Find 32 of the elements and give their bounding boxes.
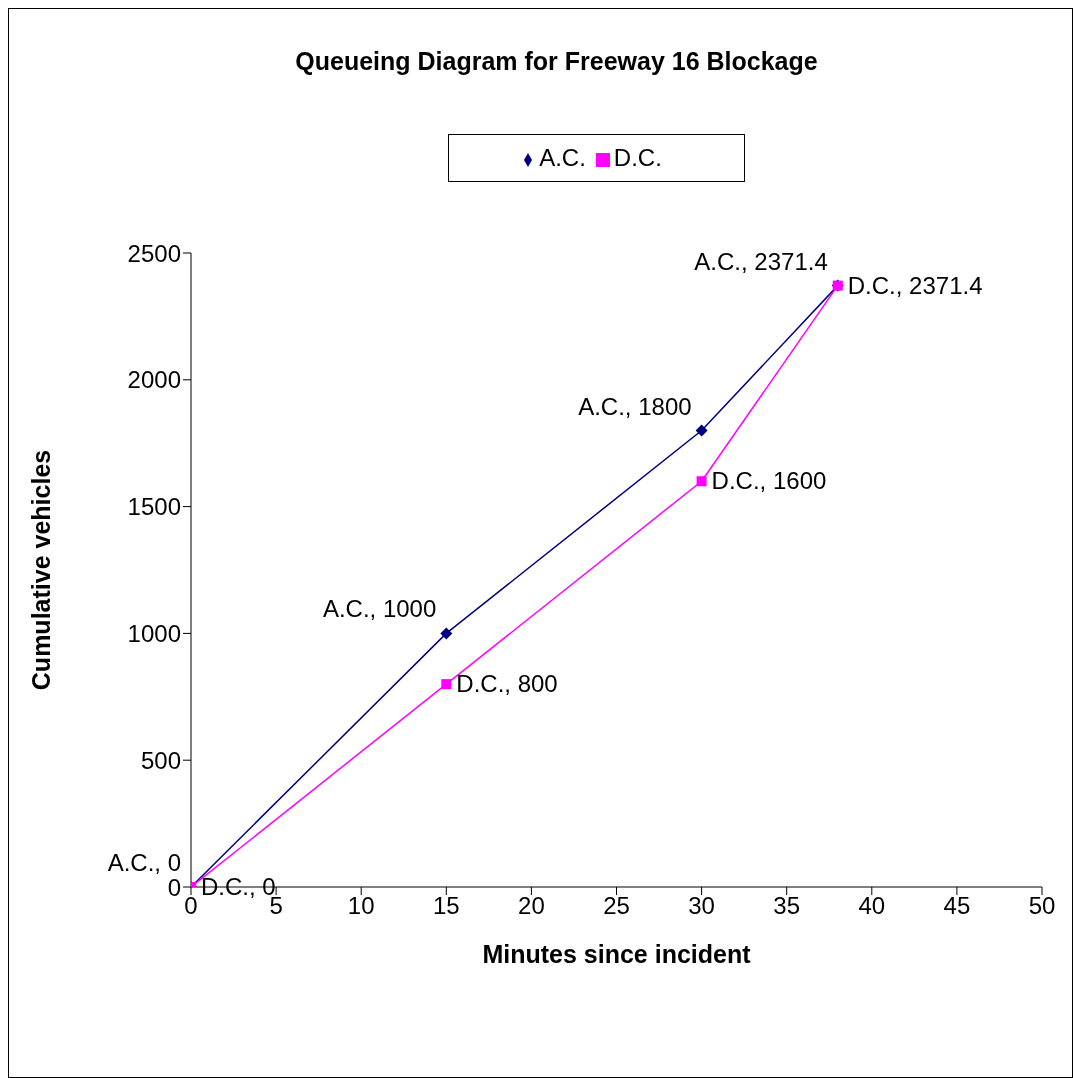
y-tick-label: 2500: [127, 239, 181, 267]
x-tick-label: 45: [943, 892, 971, 920]
x-tick-label: 25: [603, 892, 630, 920]
y-tick-label: 2000: [127, 366, 181, 394]
data-label: A.C., 0: [107, 849, 181, 876]
legend-label: A.C.: [539, 144, 586, 171]
data-label: D.C., 800: [456, 670, 558, 698]
x-tick-label: 35: [773, 892, 801, 920]
point: [696, 476, 707, 487]
data-label: A.C., 1800: [578, 392, 692, 420]
y-tick-label: 500: [140, 746, 181, 774]
point: [441, 679, 452, 690]
legend-label: D.C.: [613, 144, 662, 171]
x-tick-label: 20: [518, 892, 545, 920]
x-axis-title: Minutes since incident: [482, 940, 752, 968]
x-tick-label: 40: [858, 892, 886, 920]
x-tick-label: 15: [432, 892, 460, 920]
x-tick-label: 10: [347, 892, 375, 920]
y-tick-label: 0: [167, 873, 181, 901]
x-tick-label: 50: [1028, 892, 1056, 920]
y-tick-label: 1500: [127, 493, 181, 521]
x-tick-label: 0: [184, 892, 198, 920]
chart-title: Queueing Diagram for Freeway 16 Blockage: [294, 47, 819, 76]
x-tick-label: 30: [688, 892, 715, 920]
data-label: A.C., 2371.4: [694, 247, 828, 275]
data-label: D.C., 2371.4: [847, 271, 983, 299]
data-label: A.C., 1000: [322, 595, 437, 623]
y-axis-title: Cumulative vehicles: [26, 449, 55, 691]
y-tick-label: 1000: [127, 619, 181, 647]
point: [695, 424, 708, 437]
point: [440, 627, 453, 640]
data-label: D.C., 1600: [711, 467, 827, 495]
